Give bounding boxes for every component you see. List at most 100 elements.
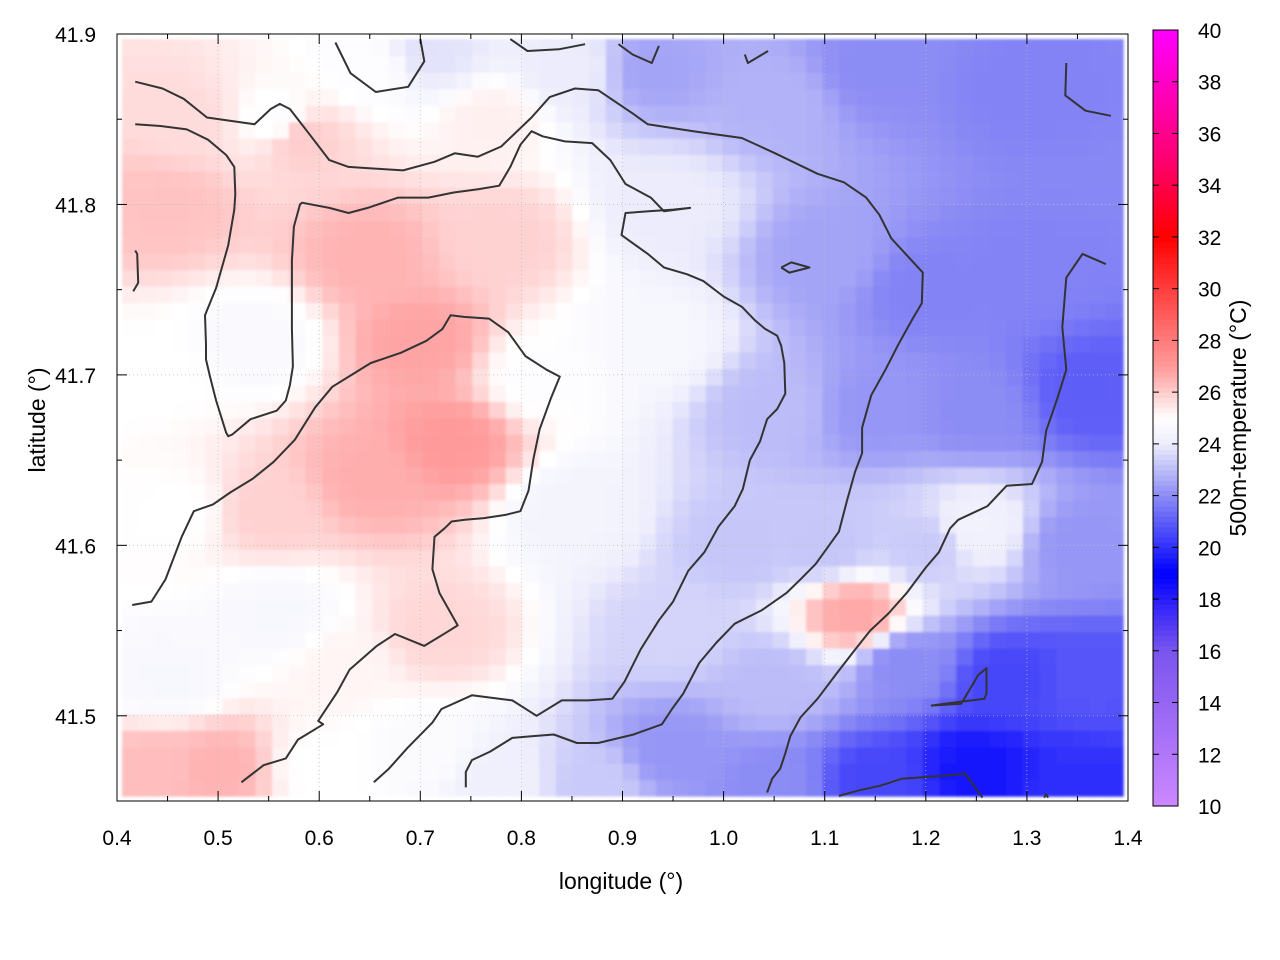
heatmap-cell — [322, 499, 340, 518]
heatmap-cell — [722, 220, 741, 238]
heatmap-cell — [138, 614, 157, 633]
heatmap-cell — [305, 565, 324, 583]
heatmap-cell — [505, 285, 524, 304]
heatmap-cell — [455, 368, 474, 386]
heatmap-cell — [789, 614, 807, 633]
heatmap-cell — [889, 72, 907, 90]
heatmap-cell — [205, 730, 223, 748]
heatmap-cell — [939, 72, 957, 90]
heatmap-cell — [272, 516, 290, 534]
heatmap-cell — [138, 104, 157, 123]
heatmap-cell — [672, 549, 691, 567]
heatmap-cell — [672, 318, 691, 337]
heatmap-cell — [122, 137, 140, 156]
heatmap-cell — [739, 713, 757, 731]
heatmap-cell — [856, 269, 874, 287]
heatmap-cell — [872, 318, 891, 337]
heatmap-cell — [956, 483, 974, 501]
heatmap-cell — [956, 598, 974, 616]
heatmap-cell — [755, 680, 774, 698]
heatmap-cell — [188, 614, 207, 633]
heatmap-cell — [172, 697, 190, 715]
heatmap-cell — [622, 466, 640, 485]
heatmap-cell — [1106, 154, 1124, 172]
heatmap-cell — [822, 450, 841, 468]
heatmap-cell — [305, 121, 324, 139]
heatmap-cell — [605, 318, 624, 337]
heatmap-cell — [922, 466, 941, 485]
heatmap-cell — [989, 762, 1007, 781]
heatmap-cell — [989, 154, 1007, 172]
heatmap-cell — [305, 598, 324, 616]
heatmap-cell — [1006, 335, 1024, 353]
heatmap-cell — [956, 664, 974, 682]
heatmap-cell — [1072, 762, 1091, 781]
heatmap-cell — [856, 121, 874, 139]
heatmap-cell — [856, 762, 874, 781]
heatmap-cell — [989, 236, 1007, 254]
heatmap-cell — [472, 779, 490, 797]
heatmap-cell — [372, 713, 390, 731]
heatmap-cell — [172, 762, 190, 781]
heatmap-cell — [956, 137, 974, 156]
heatmap-cell — [622, 450, 640, 468]
heatmap-cell — [555, 203, 574, 221]
heatmap-cell — [939, 417, 957, 435]
heatmap-cell — [238, 368, 257, 386]
heatmap-cell — [138, 236, 157, 254]
heatmap-cell — [672, 39, 691, 57]
heatmap-cell — [222, 302, 240, 320]
heatmap-cell — [539, 154, 557, 172]
heatmap-cell — [839, 269, 857, 287]
heatmap-cell — [572, 417, 590, 435]
heatmap-cell — [272, 401, 290, 419]
heatmap-cell — [172, 252, 190, 271]
heatmap-cell — [188, 680, 207, 698]
colorbar-cell — [1153, 469, 1178, 476]
heatmap-cell — [1106, 39, 1124, 57]
heatmap-cell — [939, 499, 957, 518]
heatmap-cell — [1089, 55, 1108, 73]
heatmap-cell — [722, 532, 741, 550]
heatmap-cell — [1022, 351, 1041, 369]
heatmap-cell — [655, 335, 674, 353]
heatmap-cell — [589, 285, 607, 304]
heatmap-cell — [672, 532, 691, 550]
heatmap-cell — [655, 285, 674, 304]
heatmap-cell — [589, 368, 607, 386]
heatmap-cell — [789, 549, 807, 567]
heatmap-cell — [355, 631, 374, 649]
heatmap-cell — [288, 680, 307, 698]
heatmap-cell — [739, 779, 757, 797]
heatmap-cell — [305, 746, 324, 764]
heatmap-cell — [1022, 730, 1041, 748]
heatmap-cell — [155, 697, 173, 715]
heatmap-cell — [939, 401, 957, 419]
heatmap-cell — [972, 302, 991, 320]
heatmap-cell — [1022, 549, 1041, 567]
heatmap-cell — [689, 598, 707, 616]
heatmap-cell — [989, 401, 1007, 419]
heatmap-cell — [939, 384, 957, 402]
heatmap-cell — [539, 647, 557, 666]
heatmap-cell — [172, 499, 190, 518]
colorbar-ticks — [1153, 29, 1178, 807]
heatmap-cell — [956, 302, 974, 320]
heatmap-cell — [1006, 582, 1024, 600]
heatmap-cell — [489, 582, 507, 600]
heatmap-cell — [722, 647, 741, 666]
colorbar-cell — [1153, 92, 1178, 98]
heatmap-cell — [1089, 236, 1108, 254]
heatmap-cell — [305, 285, 324, 304]
heatmap-cell — [155, 137, 173, 156]
heatmap-cell — [255, 384, 273, 402]
heatmap-cell — [255, 549, 273, 567]
heatmap-cell — [172, 335, 190, 353]
heatmap-cell — [272, 55, 290, 73]
heatmap-cell — [205, 55, 223, 73]
heatmap-cell — [1056, 647, 1074, 666]
heatmap-cell — [872, 39, 891, 57]
heatmap-cell — [906, 614, 924, 633]
heatmap-cell — [1006, 516, 1024, 534]
heatmap-cell — [789, 154, 807, 172]
